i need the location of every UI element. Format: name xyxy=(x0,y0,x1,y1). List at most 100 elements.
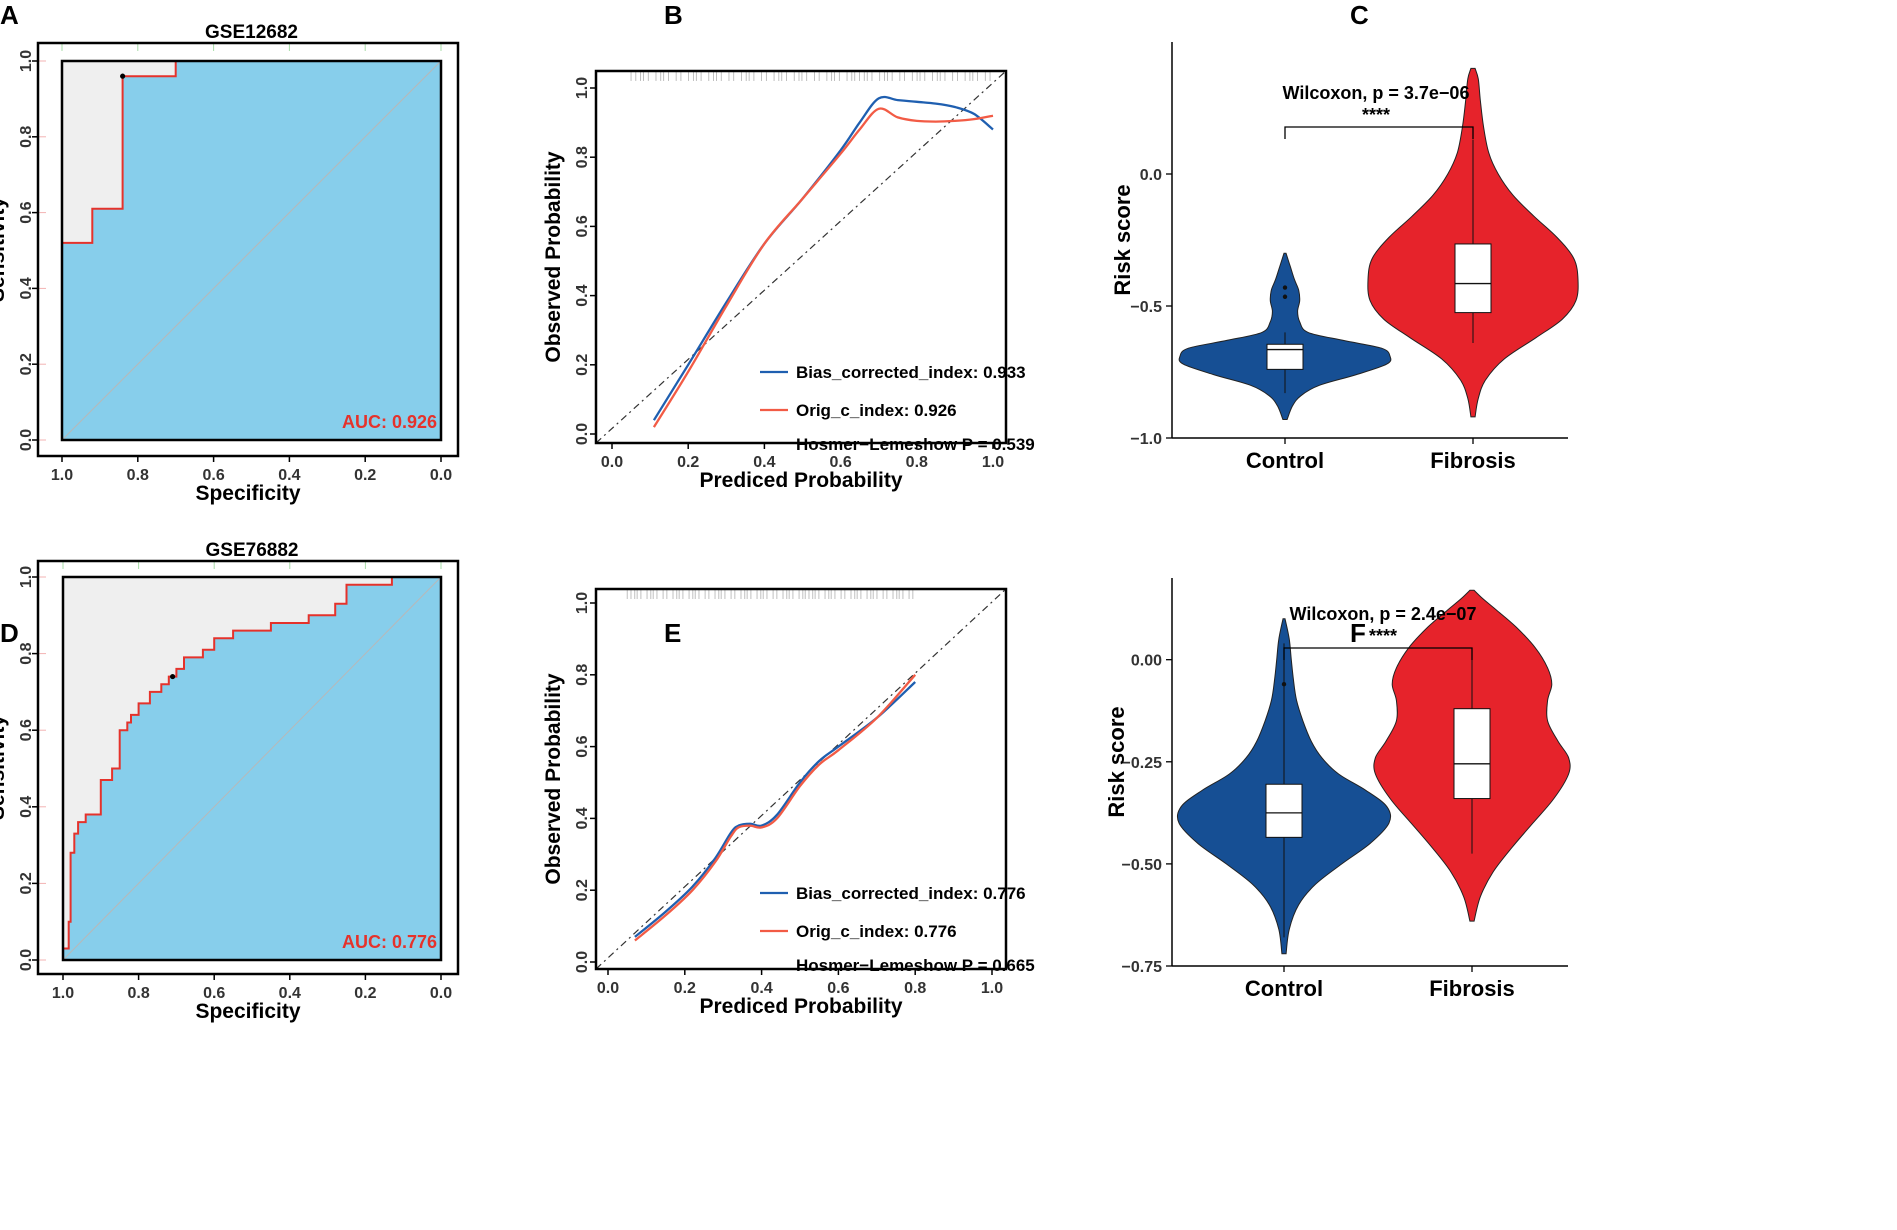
wilcoxon-label: Wilcoxon, p = 3.7e−06 xyxy=(1283,83,1470,103)
panel-d-roc-chart: GSE76882 AUC: 0.776 1.0 0.8 0.6 0.4 0.2 0.0 0.0 0… xyxy=(0,540,460,1023)
y-tick-label: 0.4 xyxy=(574,284,591,306)
outlier-point xyxy=(1281,681,1287,687)
panel-label-c: C xyxy=(1350,0,1369,30)
y-tick-label: 0.0 xyxy=(18,429,35,451)
significance-bracket xyxy=(1283,647,1473,660)
chart-title: GSE76882 xyxy=(206,540,299,561)
y-tick-label: 0.6 xyxy=(18,719,35,741)
x-tick-label: 0.2 xyxy=(674,980,696,997)
x-tick-label: 0.4 xyxy=(279,985,301,1002)
roc-curve xyxy=(61,60,441,440)
x-tick-label: 0.0 xyxy=(601,454,623,471)
y-axis-label: Sensitivity xyxy=(0,197,9,302)
outlier-point xyxy=(1282,285,1288,290)
roc-upper-area xyxy=(62,61,441,440)
y-tick-label: 0.8 xyxy=(18,642,35,664)
calibration-line-orig xyxy=(652,107,994,428)
hosmer-lemeshow-label: Hosmer−Lemeshow P = 0.665 xyxy=(796,956,1035,975)
y-tick-label: 0.2 xyxy=(18,353,35,375)
x-axis-label: Prediced Probability xyxy=(699,469,902,492)
hosmer-lemeshow-label: Hosmer−Lemeshow P = 0.539 xyxy=(796,435,1035,454)
y-tick-label: 0.2 xyxy=(18,872,35,894)
y-axis-label: Sensitivity xyxy=(0,715,9,820)
category-label-fibrosis: Fibrosis xyxy=(1429,976,1515,1001)
x-tick-label: 0.4 xyxy=(278,467,300,484)
category-label-fibrosis: Fibrosis xyxy=(1430,448,1516,473)
roc-square xyxy=(61,575,443,962)
y-tick-label: 0.4 xyxy=(574,807,591,829)
y-tick-label: −0.50 xyxy=(1122,857,1163,874)
y-tick-label: 1.0 xyxy=(574,592,591,614)
y-tick-label: 0.8 xyxy=(18,126,35,148)
y-tick-label: 0.0 xyxy=(574,951,591,973)
y-tick-label: 0.6 xyxy=(18,201,35,223)
x-axis-label: Prediced Probability xyxy=(699,995,902,1018)
panel-label-f: F xyxy=(1350,618,1366,648)
x-tick-label: 0.0 xyxy=(430,985,452,1002)
box-control xyxy=(1266,343,1304,370)
y-axis-label: Risk score xyxy=(1110,184,1135,295)
plot-frame xyxy=(594,69,1008,445)
auc-label: AUC: 0.926 xyxy=(342,412,437,432)
x-tick-label: 0.0 xyxy=(597,980,619,997)
roc-square xyxy=(60,59,443,442)
x-tick-label: 0.4 xyxy=(750,980,772,997)
legend-label-orig: Orig_c_index: 0.776 xyxy=(796,922,957,941)
x-tick-label: 0.6 xyxy=(829,454,851,471)
y-tick-label: 0.8 xyxy=(574,146,591,168)
legend-label-orig: Orig_c_index: 0.926 xyxy=(796,401,957,420)
y-axis-label: Observed Probability xyxy=(542,151,565,363)
x-tick-label: 1.0 xyxy=(982,454,1004,471)
y-tick-label: 0.4 xyxy=(18,277,35,299)
significance-stars: **** xyxy=(1369,626,1397,646)
y-tick-label: 1.0 xyxy=(574,77,591,99)
panel-c-violin-chart: Wilcoxon, p = 3.7e−06**** −1.0 −0.5 0.0 Cont… xyxy=(1110,42,1579,473)
ideal-diagonal xyxy=(595,70,1007,444)
x-tick-label: 1.0 xyxy=(51,467,73,484)
x-tick-label: 0.8 xyxy=(904,980,926,997)
box-control xyxy=(1265,783,1303,838)
roc-diagonal xyxy=(62,576,442,961)
x-tick-label: 1.0 xyxy=(52,985,74,1002)
x-tick-label: 0.6 xyxy=(202,467,224,484)
plot-frame xyxy=(594,587,1008,971)
y-tick-label: 0.0 xyxy=(574,423,591,445)
y-tick-label: −0.25 xyxy=(1122,755,1163,772)
x-tick-label: 0.8 xyxy=(127,985,149,1002)
roc-upper-area xyxy=(63,577,441,960)
calibration-line-bias-corrected xyxy=(634,681,916,938)
significance-stars: **** xyxy=(1362,105,1390,125)
x-axis-label: Specificity xyxy=(195,482,300,505)
x-tick-label: 0.2 xyxy=(354,985,376,1002)
wilcoxon-label: Wilcoxon, p = 2.4e−07 xyxy=(1290,604,1477,624)
y-tick-label: 0.8 xyxy=(574,664,591,686)
x-tick-label: 0.8 xyxy=(127,467,149,484)
category-label-control: Control xyxy=(1246,448,1324,473)
outlier-point xyxy=(1282,294,1288,299)
x-axis-label: Specificity xyxy=(195,1000,300,1023)
x-tick-label: 0.6 xyxy=(827,980,849,997)
plot-frame xyxy=(36,41,460,458)
calibration-line-orig xyxy=(634,674,917,942)
significance-bracket xyxy=(1284,126,1474,139)
y-tick-label: −0.5 xyxy=(1130,299,1162,316)
roc-diagonal xyxy=(61,60,442,441)
y-tick-label: 1.0 xyxy=(18,566,35,588)
y-tick-label: 0.2 xyxy=(574,879,591,901)
y-tick-label: 0.6 xyxy=(574,735,591,757)
y-axis-label: Observed Probability xyxy=(542,673,565,885)
y-tick-label: 0.2 xyxy=(574,354,591,376)
legend-label-bias: Bias_corrected_index: 0.776 xyxy=(796,884,1026,903)
y-tick-label: −1.0 xyxy=(1130,431,1162,448)
y-tick-label: −0.75 xyxy=(1122,959,1163,976)
x-tick-label: 1.0 xyxy=(981,980,1003,997)
y-tick-label: 1.0 xyxy=(18,50,35,72)
panel-e-calibration-chart: Bias_corrected_index: 0.776 Orig_c_index:… xyxy=(542,587,1035,1018)
y-tick-label: 0.00 xyxy=(1131,653,1162,670)
y-tick-label: 0.6 xyxy=(574,215,591,237)
panel-label-d: D xyxy=(0,618,19,648)
legend-label-bias: Bias_corrected_index: 0.933 xyxy=(796,363,1026,382)
x-tick-label: 0.2 xyxy=(354,467,376,484)
panel-f-violin-chart: Wilcoxon, p = 2.4e−07**** −0.75 −0.50 −0.25… xyxy=(1104,578,1571,1001)
